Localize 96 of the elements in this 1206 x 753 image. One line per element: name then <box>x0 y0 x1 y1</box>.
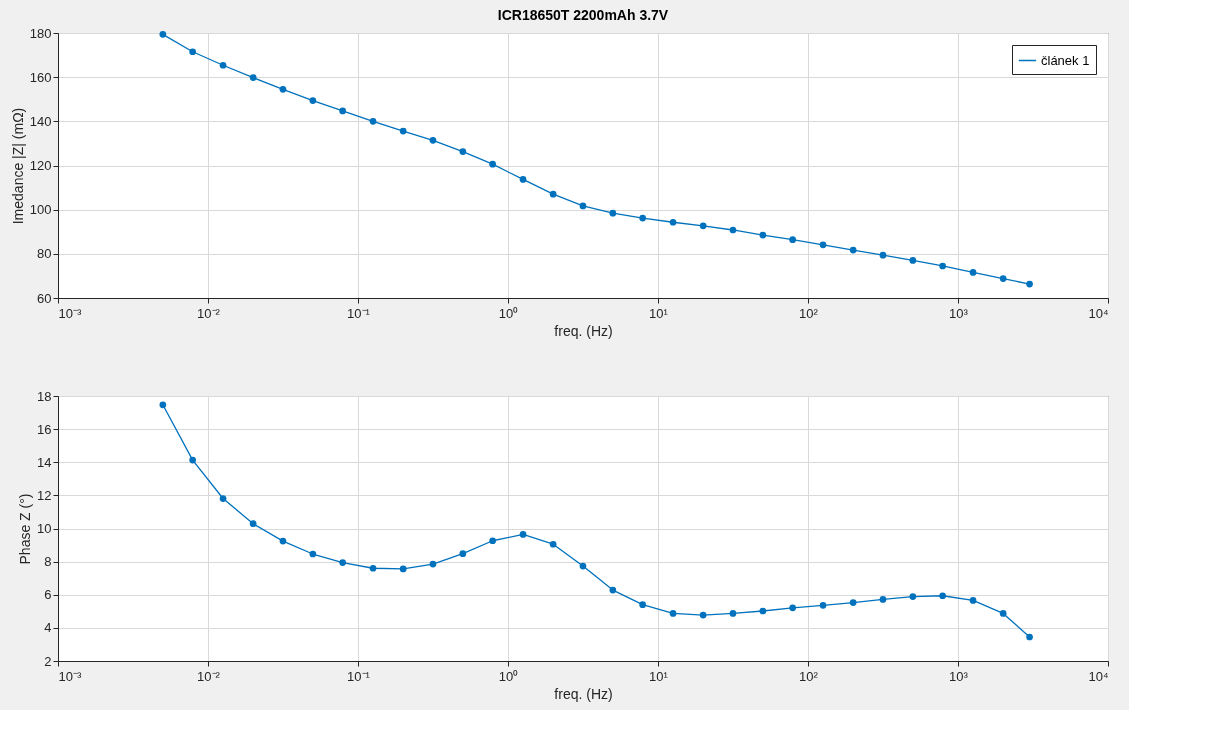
point <box>369 117 377 125</box>
x-tick-label: 10⁴ <box>1088 305 1109 321</box>
x-tick-label: 10⁻² <box>197 305 221 321</box>
point <box>429 136 437 144</box>
point <box>759 231 767 239</box>
x-tick-label: 10⁻¹ <box>347 305 371 321</box>
point <box>639 601 646 609</box>
point <box>219 61 227 69</box>
point <box>849 599 857 606</box>
y-tick-label: 6 <box>44 587 52 603</box>
y-tick-label: 8 <box>44 554 52 570</box>
point <box>189 456 196 464</box>
point <box>969 597 977 604</box>
point <box>909 593 917 600</box>
point <box>729 610 737 617</box>
point <box>249 520 257 528</box>
point <box>669 218 677 226</box>
point <box>549 540 557 548</box>
point <box>639 214 646 222</box>
point <box>999 275 1007 282</box>
point <box>849 246 857 254</box>
point <box>759 607 767 615</box>
point <box>519 531 527 538</box>
point <box>609 209 617 217</box>
point <box>879 596 887 603</box>
chart-title: ICR18650T 2200mAh 3.7V <box>497 7 669 23</box>
point <box>189 48 196 56</box>
y-axis-title: Phase Z (°) <box>17 493 34 565</box>
x-tick-label: 10¹ <box>649 305 669 321</box>
y-tick-label: 100 <box>29 202 52 218</box>
point <box>939 262 946 270</box>
x-tick-label: 10⁰ <box>498 305 519 321</box>
x-tick-label: 10³ <box>949 305 969 321</box>
point <box>909 257 917 264</box>
point <box>939 592 946 600</box>
y-tick-label: 140 <box>29 113 52 129</box>
point <box>489 537 496 545</box>
y-tick-label: 160 <box>29 69 52 85</box>
point <box>999 610 1007 617</box>
point <box>579 202 587 210</box>
x-tick-label: 10⁻¹ <box>347 668 371 684</box>
point <box>579 562 587 570</box>
x-tick-label: 10² <box>799 305 819 321</box>
point <box>399 127 407 135</box>
x-tick-label: 10¹ <box>649 668 669 684</box>
point <box>429 560 437 568</box>
point <box>159 401 167 409</box>
point <box>339 559 346 566</box>
y-tick-label: 120 <box>29 158 52 173</box>
point <box>159 30 167 38</box>
point <box>789 236 796 244</box>
point <box>489 160 496 168</box>
x-axis-title: freq. (Hz) <box>554 322 613 339</box>
point <box>519 176 527 183</box>
point <box>609 586 617 594</box>
point <box>789 604 796 612</box>
point <box>969 269 977 276</box>
point <box>309 97 317 104</box>
x-tick-label: 10² <box>799 668 819 684</box>
point <box>369 564 377 572</box>
y-tick-label: 16 <box>37 421 52 437</box>
x-tick-label: 10³ <box>949 668 969 684</box>
x-tick-label: 10⁻³ <box>58 668 82 684</box>
x-tick-label: 10⁴ <box>1088 668 1109 684</box>
point <box>669 610 677 617</box>
point <box>729 226 737 234</box>
y-tick-label: 2 <box>44 653 52 669</box>
point <box>339 107 346 115</box>
point <box>699 611 707 619</box>
x-tick-label: 10⁻³ <box>58 305 82 321</box>
point <box>879 251 887 259</box>
x-tick-label: 10⁰ <box>498 668 519 684</box>
y-tick-label: 14 <box>37 454 52 470</box>
y-tick-label: 60 <box>37 290 52 306</box>
point <box>279 85 287 93</box>
y-tick-label: 4 <box>44 620 52 636</box>
y-tick-label: 180 <box>29 25 52 41</box>
y-tick-label: 18 <box>37 388 52 404</box>
point <box>819 602 827 609</box>
y-tick-label: 10 <box>37 521 52 536</box>
legend-label: článek 1 <box>1041 52 1090 68</box>
x-axis-title: freq. (Hz) <box>554 685 613 702</box>
point <box>459 550 467 558</box>
point <box>459 148 467 155</box>
point <box>279 537 287 545</box>
point <box>549 190 557 198</box>
point <box>309 550 317 558</box>
y-tick-label: 12 <box>37 487 52 503</box>
point <box>249 74 257 81</box>
point <box>219 495 227 502</box>
x-tick-label: 10⁻² <box>197 668 221 684</box>
point <box>399 565 407 573</box>
point <box>819 241 827 249</box>
y-axis-title: Imedance |Z| (mΩ) <box>9 107 26 225</box>
y-tick-label: 80 <box>37 246 52 262</box>
point <box>699 222 707 230</box>
